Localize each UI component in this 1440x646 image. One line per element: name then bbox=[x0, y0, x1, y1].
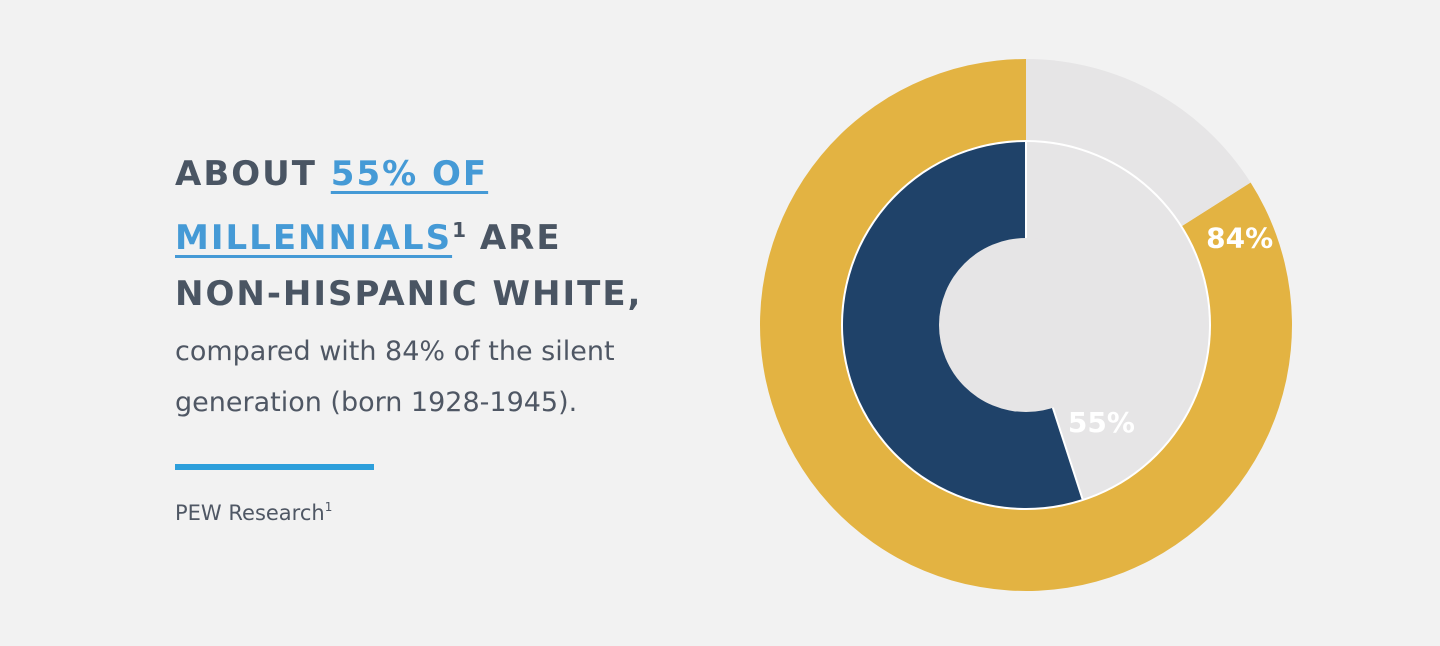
inner-value-label: 55% bbox=[1068, 406, 1135, 439]
chart-labels: 84% 55% bbox=[1068, 221, 1273, 439]
text-panel: ABOUT 55% OF MILLENNIALS1 ARE NON-HISPAN… bbox=[175, 146, 695, 525]
headline: ABOUT 55% OF MILLENNIALS1 ARE NON-HISPAN… bbox=[175, 146, 695, 322]
headline-footnote-mark: 1 bbox=[452, 218, 466, 242]
inner-ring-remainder-slice bbox=[1026, 142, 1209, 500]
headline-line-2: MILLENNIALS1 ARE bbox=[175, 202, 695, 266]
headline-line-2-suffix: ARE bbox=[466, 218, 562, 258]
headline-highlight-1[interactable]: 55% OF bbox=[330, 154, 489, 194]
source-citation: PEW Research1 bbox=[175, 500, 695, 525]
headline-prefix: ABOUT bbox=[175, 154, 331, 194]
source-footnote-mark: 1 bbox=[324, 500, 333, 514]
headline-highlight-2[interactable]: MILLENNIALS bbox=[175, 218, 453, 258]
donut-hole bbox=[939, 238, 1113, 412]
headline-line-3: NON-HISPANIC WHITE, bbox=[175, 274, 643, 314]
headline-line-1: ABOUT 55% OF bbox=[175, 146, 695, 202]
nested-donut-chart: 84% 55% bbox=[759, 59, 1292, 591]
source-label: PEW Research bbox=[175, 501, 325, 525]
inner-ring bbox=[841, 140, 1211, 510]
body-text: compared with 84% of the silent generati… bbox=[175, 336, 615, 418]
accent-rule bbox=[175, 464, 374, 470]
outer-value-label: 84% bbox=[1206, 221, 1273, 254]
